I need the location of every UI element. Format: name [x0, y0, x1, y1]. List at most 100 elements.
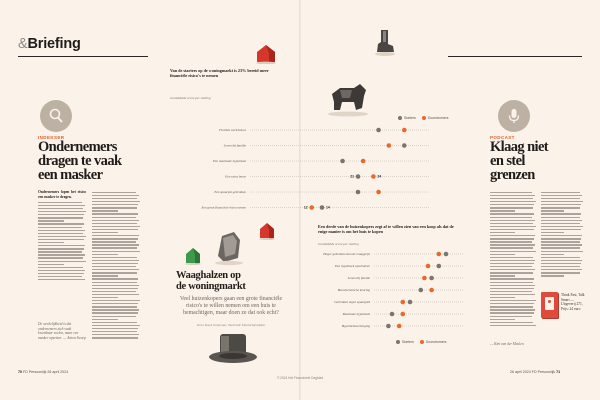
starters-dot [418, 287, 424, 293]
body-text-line [490, 266, 533, 268]
legend-label: Doorstromers [425, 340, 447, 344]
body-text-line [92, 334, 140, 336]
legend-swatch [396, 340, 400, 345]
section-title: &Briefing [18, 36, 81, 52]
left-quote-caption: De werkelijkheid is dat ondernemers zich… [38, 322, 86, 340]
body-text-line [490, 222, 534, 225]
right-column-1 [490, 190, 536, 340]
right-kicker: PODCAST [490, 135, 515, 140]
doorstromers-dot [425, 263, 431, 269]
body-text-line [38, 217, 83, 219]
right-headline-line: grenzen [490, 166, 535, 183]
right-headline-line: en stel [490, 152, 525, 169]
left-headline-line: Ondernemers [38, 139, 117, 155]
starters-dot [386, 323, 391, 329]
body-text-line [92, 303, 139, 305]
body-text-line [490, 232, 516, 234]
body-text-line [490, 269, 535, 271]
magnifier-badge [40, 100, 72, 132]
red-house-icon [256, 45, 276, 64]
section-name: Briefing [27, 36, 81, 52]
section-amp: & [18, 36, 28, 52]
body-text-line [490, 262, 534, 265]
body-text-line [92, 201, 140, 203]
body-text-line [92, 293, 139, 296]
body-text-line [490, 253, 516, 255]
body-text-line [490, 303, 535, 305]
body-text-line [92, 300, 140, 302]
body-text-line [38, 272, 84, 275]
body-text-line [490, 321, 534, 324]
body-text-line [541, 201, 583, 203]
body-text-line [541, 191, 580, 194]
body-text-line [490, 210, 516, 212]
body-text-line [92, 210, 119, 212]
body-text-line [490, 256, 533, 259]
feature-headline-line: de woningmarkt [176, 281, 246, 292]
body-text-line [490, 244, 535, 246]
body-text-line [38, 242, 65, 244]
body-text-line [541, 194, 582, 197]
body-text-line [490, 281, 533, 283]
red-house-small-icon [259, 223, 275, 240]
body-text-line [38, 266, 83, 269]
doorstromers-dot [436, 251, 442, 257]
doorstromers-dot [360, 158, 366, 164]
row-label: Een extra bouw [224, 175, 246, 179]
starters-dot [355, 189, 361, 195]
right-headline: Klaag niet en stel grenzen [490, 140, 549, 183]
body-text-line [92, 275, 119, 277]
chart-bottom-legend: Starters Doorstromers [396, 340, 447, 345]
body-text-line [490, 296, 516, 299]
body-text-line [92, 191, 137, 194]
data-label: 24 [377, 175, 381, 179]
body-text-line [490, 201, 536, 203]
body-text-line [490, 287, 534, 289]
left-headline: Ondernemers dragen te vaak een masker [38, 139, 122, 182]
body-text-line [541, 244, 582, 246]
book-cover-dot [548, 300, 551, 303]
left-column-1: Ondernemers lopen het risico een masker … [38, 190, 86, 300]
body-text-line [541, 213, 581, 215]
copyright: © 2024 Het Financieele Dagblad [276, 376, 324, 380]
doorstromers-dot [400, 311, 406, 317]
body-text-line [38, 254, 85, 256]
row-label: Bouwtechnische keuring [338, 288, 371, 292]
body-text-line [38, 257, 84, 259]
body-text-line [38, 204, 85, 207]
starters-dot [407, 299, 413, 305]
chart-top-legend: Starters Doorstromers [398, 116, 449, 121]
chart-bottom-title: Een derde van de huizenkopers zegt af te… [318, 224, 454, 235]
feature-byline: Door Ruud Ooijevaar, illustratie Mentorb… [196, 323, 266, 327]
body-text-line [92, 269, 139, 271]
body-text-line [541, 204, 582, 206]
car-token-icon [215, 232, 243, 266]
row-label: Een maximale hypotheek [212, 159, 246, 163]
body-text-line [490, 318, 516, 320]
body-text-line [490, 225, 536, 228]
chart-top-svg: Flexibel werk/bonus Lenen bij familie Een … [200, 127, 430, 210]
microphone-icon [508, 109, 520, 123]
body-text-line [490, 315, 533, 317]
body-text-line [490, 250, 536, 252]
body-text-line [541, 259, 583, 262]
chart-top-subtitle: Gemiddelde score per stelling [170, 96, 211, 100]
right-column-2 [541, 190, 583, 286]
body-text-line [92, 238, 138, 240]
legend-label: Doorstromers [427, 116, 449, 120]
body-text-line [92, 222, 138, 225]
row-label: Gebruiken eigen spaargeld [334, 300, 370, 304]
body-text-line [92, 309, 140, 311]
row-label: Een hypotheek opschuiven [334, 264, 370, 268]
body-text-line [541, 262, 581, 265]
body-text-line [38, 235, 86, 238]
body-text-line [490, 238, 534, 240]
body-text-line [38, 248, 84, 250]
body-text-line [490, 290, 533, 293]
body-text-line [541, 216, 580, 218]
body-text-line [490, 259, 536, 262]
body-text-line [92, 324, 140, 327]
body-text-line [541, 207, 581, 209]
body-text-line [541, 266, 580, 268]
body-text-line [541, 228, 582, 231]
